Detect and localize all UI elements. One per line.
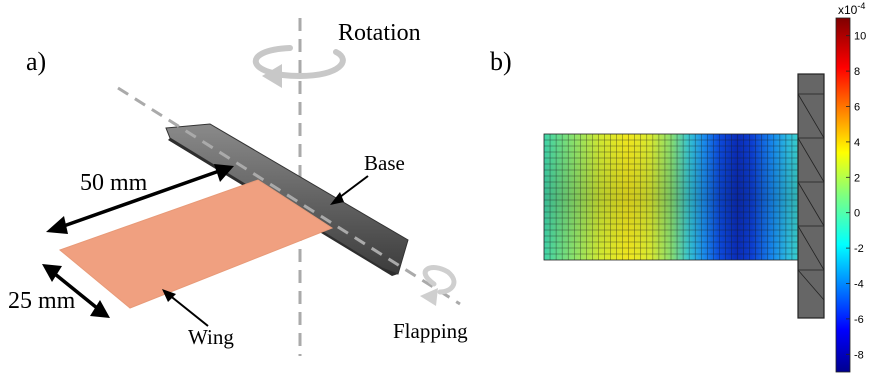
width-label: 25 mm <box>8 288 76 314</box>
panel-a-label: a) <box>26 47 46 76</box>
wing-label: Wing <box>188 325 234 349</box>
colorbar-tick-label: 6 <box>854 102 860 114</box>
panel-b-label: b) <box>490 47 512 76</box>
length-dimension-arrow <box>46 164 234 234</box>
colorbar: x10-4 10 8 6 4 2 0 -2 -4 -6 -8 <box>835 1 866 373</box>
wing-pointer-arrow <box>162 289 209 327</box>
rotation-arrow-icon <box>253 45 346 88</box>
colorbar-tick-label: -4 <box>854 279 864 291</box>
flapping-label: Flapping <box>393 319 468 343</box>
colorbar-tick-label: 0 <box>854 208 860 220</box>
width-dimension-arrow <box>42 264 110 318</box>
base-pointer-arrow <box>330 175 369 205</box>
colorbar-tick-label: 2 <box>854 172 860 184</box>
colorbar-tick-label: 8 <box>854 66 860 78</box>
colorbar-tick-label: -8 <box>854 349 864 361</box>
base-label: Base <box>364 151 405 175</box>
colorbar-tick-label: 4 <box>854 137 860 149</box>
rotation-label: Rotation <box>338 20 421 46</box>
colorbar-exponent: x10-4 <box>838 1 865 17</box>
flapping-axis <box>117 86 461 306</box>
fe-mesh <box>543 133 799 261</box>
colorbar-tick-label: -6 <box>854 314 864 326</box>
clamp-block <box>797 73 825 319</box>
colorbar-tick-label: 10 <box>854 31 866 43</box>
colorbar-tick-label: -2 <box>854 243 864 255</box>
panel-a: a) Rotation 50 mm 25 <box>8 18 468 356</box>
wing-plate <box>59 179 334 309</box>
length-label: 50 mm <box>80 170 148 196</box>
flapping-arrow-icon <box>420 265 457 306</box>
panel-b: b) x10-4 10 8 6 4 2 0 -2 -4 -6 -8 <box>490 1 866 373</box>
